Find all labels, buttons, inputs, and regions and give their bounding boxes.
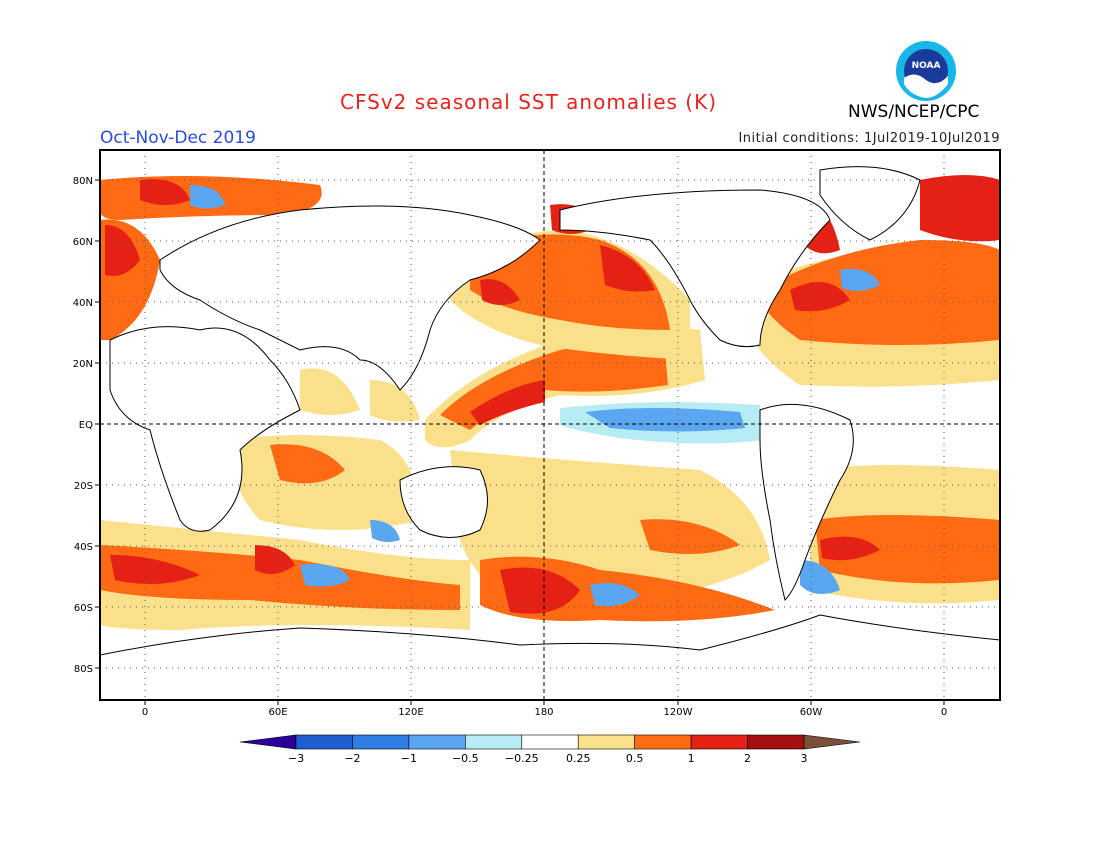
- lon-label: 180: [534, 707, 553, 718]
- south-pacific-core: [500, 567, 580, 614]
- southern-belt-warm: [100, 545, 460, 610]
- central-s-pacific-warm: [640, 519, 740, 554]
- south-america: [759, 403, 854, 601]
- australia: [399, 466, 488, 538]
- colorbar-low-arrow: [239, 734, 297, 750]
- arabian-yellow: [300, 368, 360, 415]
- greenland: [819, 166, 921, 241]
- arctic-east-blue: [190, 185, 225, 209]
- lon-label: 60E: [268, 707, 287, 718]
- colorbar-swatch: [577, 734, 635, 750]
- forecast-period: Oct-Nov-Dec 2019: [100, 128, 256, 148]
- lat-labels: 80N 60N 40N 20N EQ 20S 40S 60S 80S: [73, 176, 93, 675]
- gridlines: [100, 150, 1000, 700]
- colorbar-label: −0.25: [505, 752, 539, 765]
- lat-label: 20S: [74, 481, 93, 492]
- coastlines: [100, 166, 1000, 700]
- southern-belt-core2: [255, 545, 295, 574]
- colorbar-high-arrow: [803, 734, 861, 750]
- n-atlantic-core: [790, 282, 850, 312]
- southern-belt-blue2: [370, 520, 400, 543]
- lat-label: 80N: [73, 176, 93, 187]
- lat-label: 40N: [73, 298, 93, 309]
- indian-yellow: [230, 435, 420, 530]
- lat-label: 20N: [73, 359, 93, 370]
- colorbar: −3 −2 −1 −0.5 −0.25 0.25 0.5 1 2 3: [239, 734, 861, 765]
- colorbar-label: −0.5: [452, 752, 479, 765]
- initial-conditions: Initial conditions: 1Jul2019-10Jul2019: [738, 131, 1000, 146]
- logo-text: NOAA: [912, 61, 941, 71]
- lon-label: 0: [142, 707, 148, 718]
- arctic-east-core: [140, 179, 190, 205]
- chart-title: CFSv2 seasonal SST anomalies (K): [340, 90, 717, 114]
- colorbar-swatch: [690, 734, 748, 750]
- axis-ticks: [95, 179, 945, 705]
- kuroshio-core: [480, 279, 520, 305]
- lat-label: 80S: [74, 664, 93, 675]
- north-america: [559, 189, 831, 348]
- colorbar-label: −1: [401, 752, 417, 765]
- colorbar-label: −3: [288, 752, 304, 765]
- europe-core: [105, 225, 140, 276]
- n-atlantic-warm: [760, 240, 1000, 345]
- lon-label: 120E: [398, 707, 423, 718]
- lat-label: EQ: [79, 420, 93, 431]
- africa: [109, 326, 301, 532]
- lat-label: 60S: [74, 603, 93, 614]
- colorbar-label: −2: [344, 752, 360, 765]
- indian-warm: [270, 444, 345, 484]
- arctic-west-warm: [920, 175, 1000, 242]
- s-atlantic-core: [820, 536, 880, 561]
- n-atlantic-blue: [840, 269, 880, 291]
- map-frame: [99, 149, 1001, 701]
- colorbar-swatch: [465, 734, 523, 750]
- lat-label: 40S: [74, 542, 93, 553]
- lon-label: 0: [941, 707, 947, 718]
- colorbar-swatch: [352, 734, 410, 750]
- noaa-logo: NOAA: [896, 41, 956, 101]
- colorbar-swatch: [634, 734, 692, 750]
- eurasia: [159, 205, 541, 391]
- lat-label: 60N: [73, 237, 93, 248]
- lon-label: 120W: [664, 707, 693, 718]
- colorbar-label: 1: [688, 752, 695, 765]
- antarctica: [100, 614, 1000, 700]
- colorbar-swatch: [295, 734, 353, 750]
- southern-belt-core: [110, 555, 200, 584]
- colorbar-label: 0.5: [626, 752, 644, 765]
- south-pacific-blue: [590, 582, 640, 607]
- colorbar-label: 0.25: [566, 752, 591, 765]
- s-atlantic-warm: [815, 515, 1000, 584]
- lon-label: 60W: [800, 707, 823, 718]
- s-atlantic-blue: [800, 560, 840, 594]
- north-pacific-core: [600, 245, 655, 292]
- cold-tongue-blue: [585, 408, 745, 432]
- pacific-warm-core: [470, 380, 545, 425]
- southern-belt-blue: [300, 564, 350, 587]
- colorbar-swatch: [408, 734, 466, 750]
- agency-label: NWS/NCEP/CPC: [848, 102, 980, 122]
- equator-dateline: [100, 150, 1000, 700]
- lon-labels: 0 60E 120E 180 120W 60W 0: [142, 707, 947, 718]
- colorbar-swatch: [521, 734, 579, 750]
- colorbar-label: 2: [744, 752, 751, 765]
- colorbar-label: 3: [801, 752, 808, 765]
- colorbar-swatch: [747, 734, 805, 750]
- bay-bengal-yellow: [370, 380, 420, 422]
